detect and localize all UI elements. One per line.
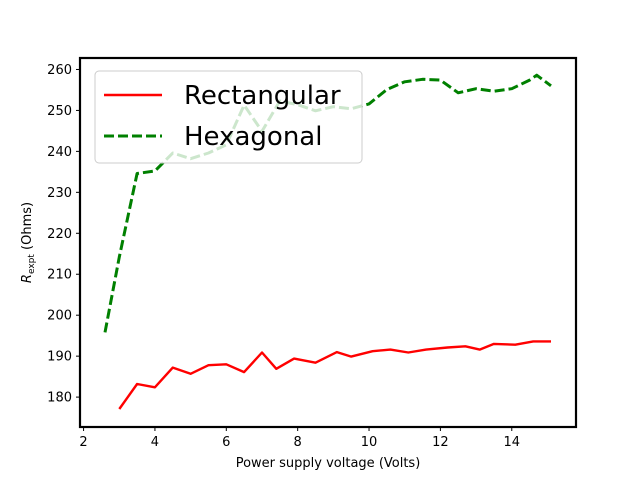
- y-tick-label: 240: [47, 145, 72, 160]
- y-axis-ticks: 180 190 200 210 220 230 240 250 260: [47, 63, 80, 406]
- x-axis-label: Power supply voltage (Volts): [236, 456, 421, 471]
- y-tick-label: 180: [47, 391, 72, 406]
- y-tick-label: 190: [47, 350, 72, 365]
- legend-label-hexagonal: Hexagonal: [184, 122, 322, 152]
- legend-label-rectangular: Rectangular: [184, 81, 341, 111]
- y-tick-label: 250: [47, 104, 72, 119]
- y-axis-label: Rexpt (Ohms): [20, 202, 37, 283]
- x-tick-label: 6: [222, 435, 230, 450]
- x-tick-label: 14: [503, 435, 520, 450]
- y-tick-label: 220: [47, 227, 72, 242]
- y-axis-label-suffix: (Ohms): [20, 202, 35, 254]
- x-tick-label: 8: [294, 435, 302, 450]
- plot-frame: [78, 56, 578, 429]
- legend: Rectangular Hexagonal: [94, 70, 363, 164]
- y-axis-label-subscript: expt: [27, 254, 37, 274]
- y-tick-label: 200: [47, 309, 72, 324]
- y-tick-label: 260: [47, 63, 72, 78]
- series-line-rectangular: [118, 340, 551, 410]
- x-tick-label: 4: [151, 435, 159, 450]
- x-tick-label: 2: [79, 435, 87, 450]
- y-axis-label-main: R: [20, 274, 35, 283]
- y-tick-label: 230: [47, 186, 72, 201]
- x-tick-label: 10: [361, 435, 378, 450]
- y-tick-label: 210: [47, 268, 72, 283]
- x-axis-ticks: 2 4 6 8 10 12 14: [79, 427, 520, 450]
- x-tick-label: 12: [432, 435, 449, 450]
